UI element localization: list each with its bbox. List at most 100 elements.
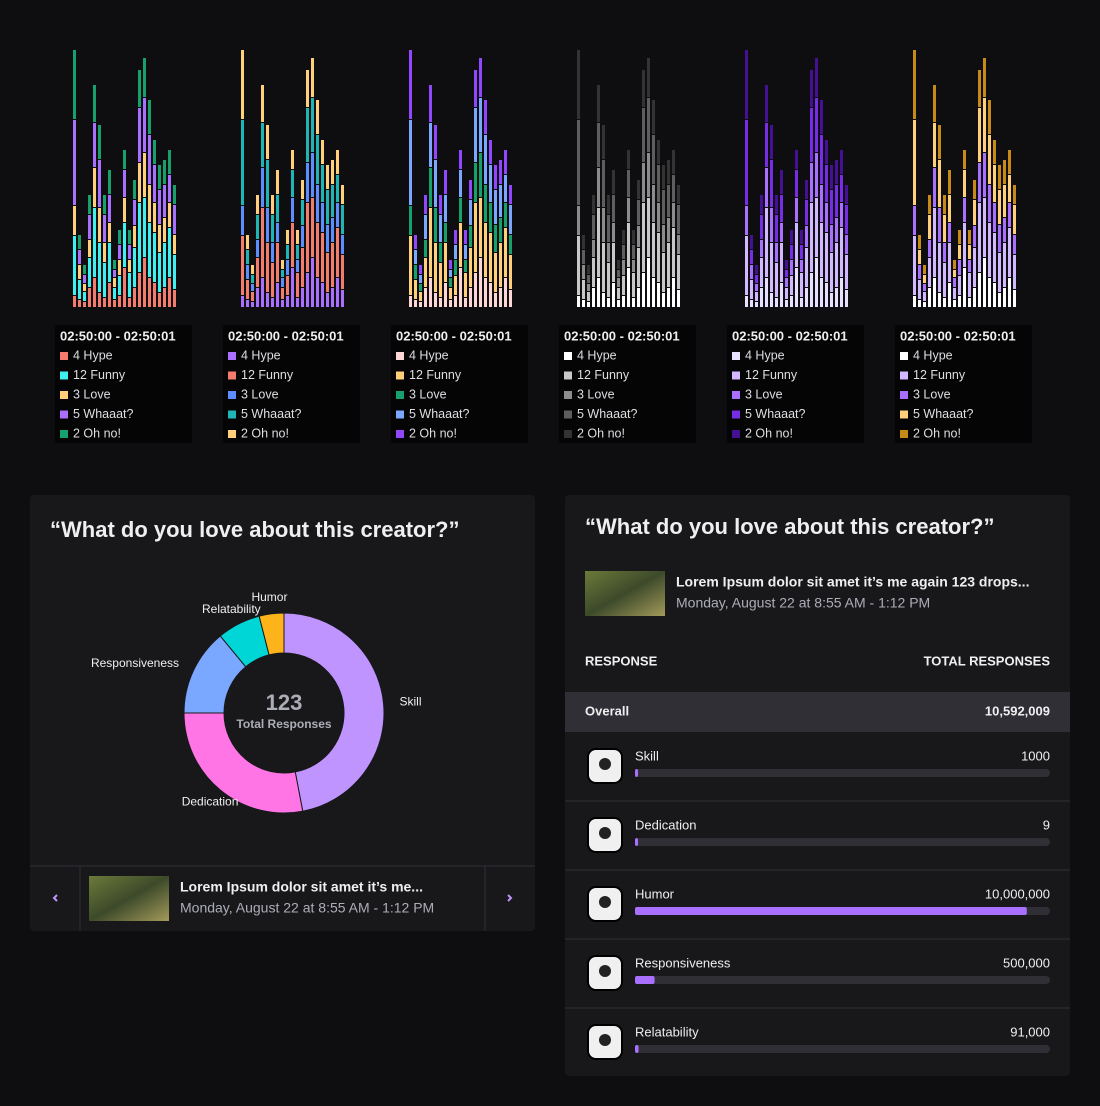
bar-segment (311, 198, 314, 257)
bar-segment (78, 280, 81, 299)
bar-segment (138, 203, 141, 272)
bar-segment (672, 278, 675, 307)
bar-segment (271, 195, 274, 214)
legend-swatch (396, 391, 404, 399)
bar-segment (168, 228, 171, 277)
bar-segment (677, 185, 680, 204)
bar-segment (592, 195, 595, 214)
bar-segment (504, 150, 507, 174)
bar-segment (241, 296, 244, 307)
donut-segment (183, 712, 304, 814)
column-header: RESPONSE (585, 653, 658, 668)
bar-segment (577, 50, 580, 119)
bar-segment (153, 140, 156, 164)
bar-segment (168, 175, 171, 202)
progress-track (635, 838, 1050, 846)
tooltip-title: 02:50:00 - 02:50:01 (564, 328, 680, 343)
bar-segment (469, 200, 472, 225)
bar-segment (296, 230, 299, 244)
bar-segment (118, 260, 121, 275)
center-label: Total Responses (236, 717, 331, 731)
bar-segment (953, 270, 956, 277)
bar-segment (464, 260, 467, 272)
progress-track (635, 769, 1050, 777)
bar-segment (913, 236, 916, 295)
bar-segment (647, 153, 650, 197)
bar-segment (647, 58, 650, 97)
bar-segment (918, 250, 921, 264)
bar-segment (983, 198, 986, 257)
tooltip (895, 325, 1032, 443)
bar-segment (464, 298, 467, 307)
bar-segment (509, 235, 512, 254)
bar-segment (973, 200, 976, 225)
bar-segment (993, 203, 996, 232)
bar-segment (652, 100, 655, 134)
bar-segment (978, 163, 981, 202)
bar-segment (810, 203, 813, 272)
bar-segment (978, 203, 981, 272)
bar-segment (622, 245, 625, 259)
legend-label: 2 Oh no! (913, 426, 961, 440)
bar-segment (958, 296, 961, 307)
next-button[interactable] (507, 894, 513, 902)
bar-segment (459, 198, 462, 222)
bar-segment (830, 190, 833, 224)
donut-panel (30, 495, 535, 931)
prev-button[interactable] (52, 894, 58, 902)
bar-segment (118, 296, 121, 307)
bar-segment (820, 135, 823, 184)
thumbnail[interactable] (89, 876, 169, 921)
bar-segment (261, 208, 264, 277)
bar-segment (291, 223, 294, 267)
response-value: 91,000 (1010, 1024, 1050, 1039)
bar-segment (321, 140, 324, 164)
bar-segment (73, 50, 76, 119)
legend-label: 5 Whaaat? (577, 407, 638, 421)
bar-segment (459, 268, 462, 307)
bar-segment (612, 195, 615, 222)
bar-segment (642, 108, 645, 162)
bar-segment (577, 206, 580, 235)
bar-segment (958, 230, 961, 244)
bar-segment (652, 278, 655, 307)
bar-segment (108, 170, 111, 194)
bar-segment (988, 223, 991, 277)
bar-segment (835, 218, 838, 242)
bar-segment (444, 170, 447, 194)
bar-segment (256, 240, 259, 257)
video-date: Monday, August 22 at 8:55 AM - 1:12 PM (180, 900, 434, 916)
tooltip (559, 325, 696, 443)
bar-segment (933, 168, 936, 207)
bar-segment (474, 273, 477, 307)
bar-segment (923, 265, 926, 274)
bar-segment (602, 160, 605, 207)
bar-segment (331, 160, 334, 184)
bar-segment (311, 153, 314, 197)
bar-segment (261, 278, 264, 307)
bar-segment (617, 300, 620, 307)
bar-segment (830, 225, 833, 252)
bar-segment (805, 226, 808, 247)
bar-segment (785, 288, 788, 299)
bar-segment (489, 165, 492, 202)
bar-segment (845, 290, 848, 307)
legend-label: 2 Oh no! (241, 426, 289, 440)
bar-segment (444, 223, 447, 242)
bar-segment (331, 218, 334, 242)
bar-segment (286, 245, 289, 259)
bar-segment (928, 258, 931, 287)
bar-segment (78, 250, 81, 264)
bar-segment (73, 296, 76, 307)
bar-segment (128, 273, 131, 297)
bar-segment (73, 120, 76, 205)
bar-segment (810, 70, 813, 107)
bar-segment (301, 226, 304, 247)
bar-segment (775, 243, 778, 262)
bar-segment (662, 293, 665, 307)
progress-track (635, 976, 1050, 984)
bar-segment (820, 278, 823, 307)
bar-segment (296, 260, 299, 272)
bar-segment (128, 260, 131, 272)
thumbnail[interactable] (585, 571, 665, 616)
